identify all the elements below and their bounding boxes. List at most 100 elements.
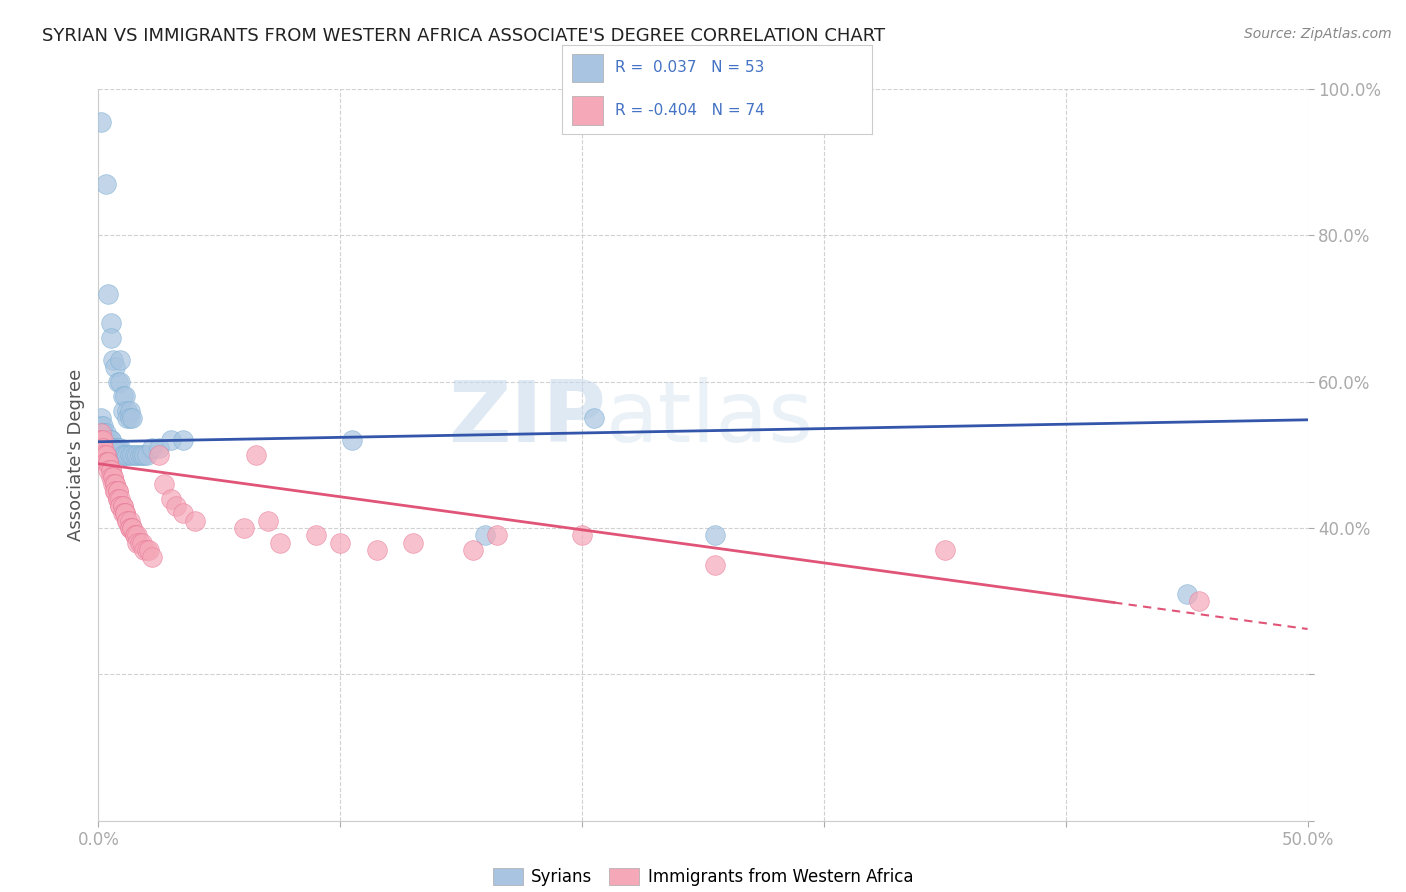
Point — [104, 477, 127, 491]
Point — [124, 448, 146, 462]
Point — [117, 411, 139, 425]
Point — [111, 507, 134, 521]
FancyBboxPatch shape — [572, 96, 603, 125]
Point — [108, 491, 131, 506]
Point — [90, 411, 112, 425]
Point — [108, 352, 131, 367]
Point — [107, 375, 129, 389]
Point — [114, 507, 136, 521]
Point — [94, 448, 117, 462]
Point — [152, 477, 174, 491]
Point — [107, 484, 129, 499]
Point — [127, 528, 149, 542]
Point — [474, 528, 496, 542]
Point — [101, 352, 124, 367]
Point — [118, 404, 141, 418]
Y-axis label: Associate's Degree: Associate's Degree — [66, 368, 84, 541]
Point — [107, 484, 129, 499]
Point — [108, 499, 131, 513]
Point — [118, 521, 141, 535]
Point — [124, 528, 146, 542]
Point — [121, 448, 143, 462]
Point — [127, 448, 149, 462]
Point — [571, 528, 593, 542]
Point — [117, 514, 139, 528]
Point — [104, 484, 127, 499]
Point — [366, 543, 388, 558]
Point — [128, 448, 150, 462]
Point — [121, 411, 143, 425]
Point — [463, 543, 485, 558]
Point — [131, 448, 153, 462]
Point — [91, 418, 114, 433]
Point — [108, 441, 131, 455]
Point — [704, 528, 727, 542]
Point — [100, 434, 122, 448]
Point — [118, 514, 141, 528]
Point — [91, 434, 114, 448]
Point — [131, 535, 153, 549]
Point — [100, 470, 122, 484]
Point — [138, 543, 160, 558]
Point — [94, 448, 117, 462]
Point — [90, 425, 112, 440]
Point — [107, 491, 129, 506]
Point — [100, 434, 122, 448]
Point — [135, 543, 157, 558]
Point — [97, 434, 120, 448]
Point — [107, 441, 129, 455]
Text: R =  0.037   N = 53: R = 0.037 N = 53 — [614, 61, 765, 75]
Text: ZIP: ZIP — [449, 376, 606, 460]
Point — [101, 470, 124, 484]
Text: atlas: atlas — [606, 376, 814, 460]
Point — [97, 434, 120, 448]
Point — [108, 499, 131, 513]
Point — [97, 455, 120, 469]
Point — [148, 448, 170, 462]
Point — [1175, 587, 1198, 601]
Point — [934, 543, 956, 558]
Point — [114, 507, 136, 521]
Point — [111, 404, 134, 418]
Point — [342, 434, 364, 448]
Point — [90, 434, 112, 448]
Point — [104, 484, 127, 499]
Point — [100, 462, 122, 476]
Point — [94, 455, 117, 469]
Point — [135, 448, 157, 462]
Point — [91, 425, 114, 440]
Point — [108, 375, 131, 389]
Text: R = -0.404   N = 74: R = -0.404 N = 74 — [614, 103, 765, 118]
Point — [104, 441, 127, 455]
Point — [160, 491, 183, 506]
Point — [128, 535, 150, 549]
Point — [117, 404, 139, 418]
Point — [1188, 594, 1211, 608]
Point — [101, 441, 124, 455]
Point — [94, 425, 117, 440]
Point — [134, 448, 156, 462]
Point — [101, 477, 124, 491]
Point — [111, 448, 134, 462]
Legend: Syrians, Immigrants from Western Africa: Syrians, Immigrants from Western Africa — [486, 862, 920, 892]
Point — [329, 535, 352, 549]
Point — [94, 455, 117, 469]
Point — [305, 528, 328, 542]
Point — [107, 491, 129, 506]
Point — [97, 462, 120, 476]
Point — [121, 521, 143, 535]
Point — [165, 499, 187, 513]
Point — [704, 558, 727, 572]
Point — [117, 448, 139, 462]
Point — [245, 448, 267, 462]
Point — [402, 535, 425, 549]
Point — [94, 178, 117, 192]
Point — [134, 543, 156, 558]
Point — [141, 550, 163, 565]
Point — [127, 535, 149, 549]
Point — [104, 360, 127, 375]
Point — [118, 411, 141, 425]
Point — [148, 441, 170, 455]
Point — [583, 411, 606, 425]
Point — [124, 528, 146, 542]
